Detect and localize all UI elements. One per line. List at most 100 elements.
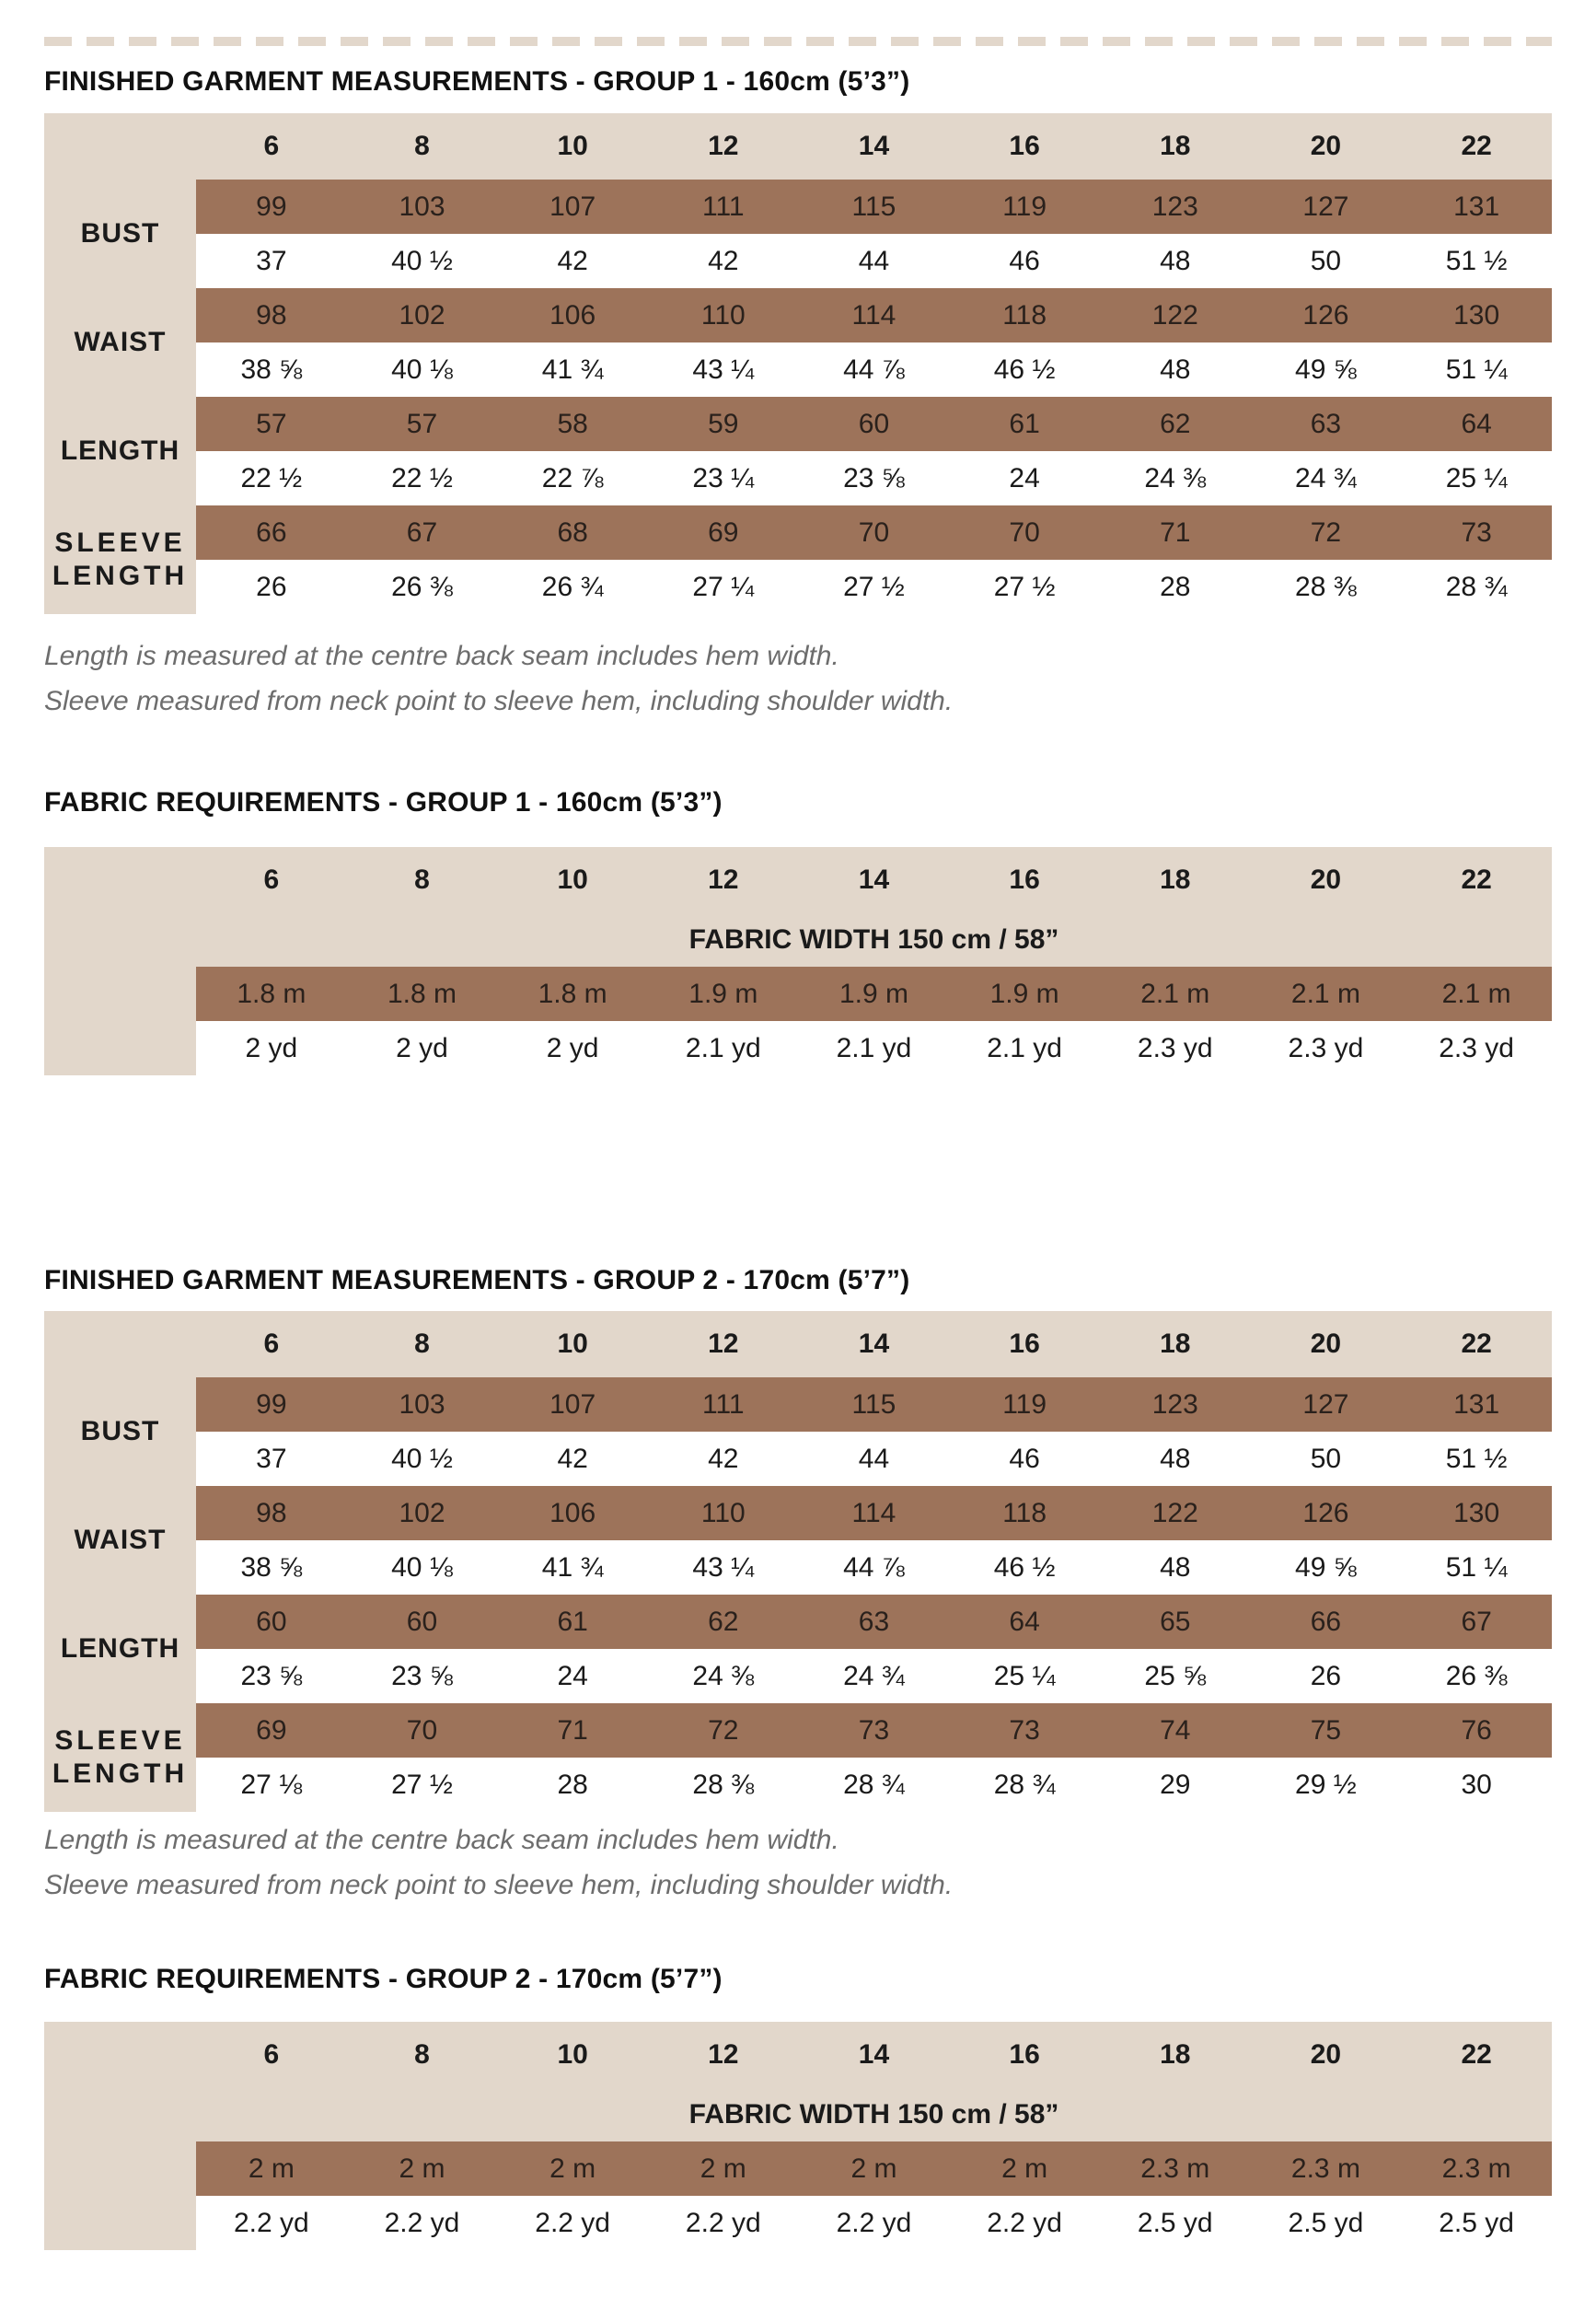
table-cell: 24 ⅜: [647, 1649, 799, 1703]
row-label-waist: WAIST: [44, 1486, 196, 1595]
table-cell: 64: [1401, 397, 1552, 451]
size-header: 6: [263, 2038, 280, 2070]
table-cell: 43 ¼: [647, 342, 799, 397]
table-cell: 29 ½: [1250, 1758, 1402, 1812]
table-cell: 2.3 m: [1099, 2141, 1251, 2196]
length-note: Length is measured at the centre back se…: [44, 1825, 839, 1855]
table-cell: 103: [346, 1377, 498, 1432]
table-cell: 130: [1401, 1486, 1552, 1540]
table-cell: 28 ¾: [1401, 560, 1552, 614]
table-cell: 2.2 yd: [497, 2196, 648, 2250]
waist-cm-row: WAIST 98 102 106 110 114 118 122 126 130: [44, 1486, 1552, 1595]
group2-measurements-title: FINISHED GARMENT MEASUREMENTS - GROUP 2 …: [44, 1265, 910, 1295]
size-header: 18: [1160, 2038, 1191, 2070]
table-cell: 2 yd: [196, 1021, 347, 1075]
table-cell: 46: [949, 234, 1100, 288]
table-cell: 51 ¼: [1401, 342, 1552, 397]
table-cell: 49 ⅝: [1250, 1540, 1402, 1595]
table-cell: 28: [1099, 560, 1251, 614]
table-cell: 44: [798, 1432, 950, 1486]
size-header: 8: [414, 2038, 430, 2070]
size-header: 10: [557, 864, 588, 895]
row-label-bust: BUST: [44, 1377, 196, 1486]
table-cell: 111: [647, 1377, 799, 1432]
table-cell: 22 ⅞: [497, 451, 648, 505]
table-cell: 24 ¾: [798, 1649, 950, 1703]
table-cell: 2.2 yd: [196, 2196, 347, 2250]
size-header: 12: [708, 2038, 739, 2070]
table-cell: 75: [1250, 1703, 1402, 1758]
row-label-waist: WAIST: [44, 288, 196, 397]
size-header: 8: [414, 1329, 430, 1359]
table-cell: 38 ⅝: [196, 342, 347, 397]
size-header: 14: [858, 131, 890, 161]
table-cell: 23 ⅝: [798, 451, 950, 505]
table-cell: 42: [497, 234, 648, 288]
size-header: 20: [1310, 2038, 1342, 2070]
group1-measurements-table: 6 8 10 12 14 16 18 20 22 BUST 99 103 107…: [44, 113, 1552, 614]
table-cell: 25 ⅝: [1099, 1649, 1251, 1703]
corner-cell: [44, 2022, 196, 2250]
fabric-width-label: FABRIC WIDTH 150 cm / 58”: [688, 2098, 1059, 2130]
table-cell: 114: [798, 288, 950, 342]
size-header: 22: [1461, 131, 1492, 161]
table-cell: 51 ¼: [1401, 1540, 1552, 1595]
table-cell: 68: [497, 505, 648, 560]
table-cell: 99: [196, 1377, 347, 1432]
table-cell: 70: [949, 505, 1100, 560]
table-cell: 123: [1099, 1377, 1251, 1432]
table-cell: 2 yd: [497, 1021, 648, 1075]
table-cell: 22 ½: [196, 451, 347, 505]
table-cell: 26 ¾: [497, 560, 648, 614]
table-cell: 114: [798, 1486, 950, 1540]
table-cell: 40 ½: [346, 234, 498, 288]
table-cell: 46: [949, 1432, 1100, 1486]
table-cell: 22 ½: [346, 451, 498, 505]
row-label-bust: BUST: [44, 180, 196, 288]
table-cell: 2.5 yd: [1250, 2196, 1402, 2250]
table-cell: 37: [196, 1432, 347, 1486]
length-in-row: 22 ½ 22 ½ 22 ⅞ 23 ¼ 23 ⅝ 24 24 ⅜ 24 ¾ 25…: [44, 451, 1552, 505]
table-cell: 63: [1250, 397, 1402, 451]
dashed-divider: [44, 37, 1552, 46]
size-header: 18: [1160, 1329, 1191, 1359]
sleeve-note: Sleeve measured from neck point to sleev…: [44, 1870, 954, 1900]
table-cell: 70: [346, 1703, 498, 1758]
table-cell: 126: [1250, 288, 1402, 342]
table-cell: 59: [647, 397, 799, 451]
table-cell: 26 ⅜: [346, 560, 498, 614]
table-cell: 122: [1099, 1486, 1251, 1540]
table-cell: 69: [196, 1703, 347, 1758]
bust-cm-row: BUST 99 103 107 111 115 119 123 127 131: [44, 180, 1552, 288]
table-cell: 44 ⅞: [798, 342, 950, 397]
table-cell: 115: [798, 1377, 950, 1432]
row-label-sleeve-length: SLEEVE LENGTH: [44, 505, 196, 614]
table-cell: 61: [497, 1595, 648, 1649]
size-header-row: 6 8 10 12 14 16 18 20 22: [44, 113, 1552, 180]
table-cell: 102: [346, 1486, 498, 1540]
size-header: 6: [263, 131, 280, 161]
table-cell: 27 ½: [346, 1758, 498, 1812]
waist-in-row: 38 ⅝ 40 ⅛ 41 ¾ 43 ¼ 44 ⅞ 46 ½ 48 49 ⅝ 51…: [44, 1540, 1552, 1595]
table-cell: 1.9 m: [798, 967, 950, 1021]
corner-cell: [44, 1311, 196, 1377]
table-cell: 44: [798, 234, 950, 288]
table-cell: 118: [949, 288, 1100, 342]
table-cell: 42: [647, 1432, 799, 1486]
table-cell: 58: [497, 397, 648, 451]
table-cell: 24 ⅜: [1099, 451, 1251, 505]
table-cell: 2.1 yd: [798, 1021, 950, 1075]
table-cell: 73: [949, 1703, 1100, 1758]
table-cell: 107: [497, 180, 648, 234]
size-header-row: 6 8 10 12 14 16 18 20 22: [44, 2022, 1552, 2250]
size-header: 14: [858, 1329, 890, 1359]
size-header: 16: [1009, 1329, 1040, 1359]
group2-measurements-table: 6 8 10 12 14 16 18 20 22 BUST 99 103 107…: [44, 1311, 1552, 1812]
size-header: 22: [1461, 864, 1492, 895]
size-header: 6: [263, 864, 280, 895]
table-cell: 25 ¼: [1401, 451, 1552, 505]
table-cell: 2.1 m: [1401, 967, 1552, 1021]
size-header-row: 6 8 10 12 14 16 18 20 22: [44, 1311, 1552, 1377]
table-cell: 1.8 m: [196, 967, 347, 1021]
table-cell: 2.2 yd: [346, 2196, 498, 2250]
